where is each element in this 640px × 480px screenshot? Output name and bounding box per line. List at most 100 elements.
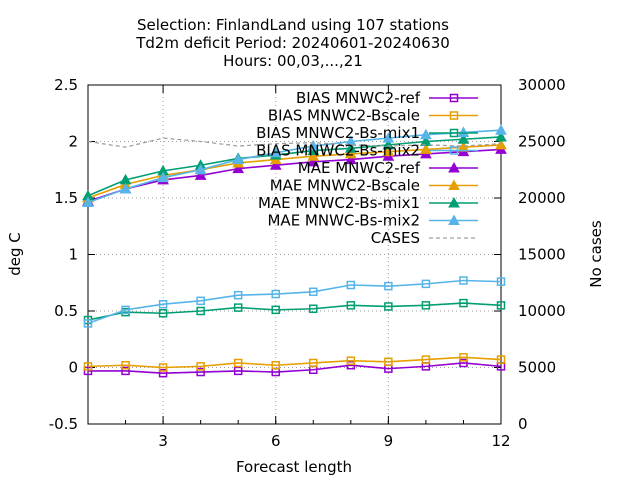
y-tick-label: 1.5 [54, 189, 78, 207]
data-point [83, 366, 93, 376]
data-point [121, 366, 130, 376]
legend-item-1: BIAS MNWC2-Bscale [268, 107, 478, 125]
legend-marker [449, 146, 459, 155]
y2-tick-label: 20000 [518, 189, 566, 207]
data-point [459, 353, 468, 362]
data-point [344, 147, 357, 159]
data-point [233, 358, 243, 368]
data-point [459, 358, 468, 368]
data-point [457, 133, 470, 144]
data-point [307, 150, 320, 161]
series-8 [87, 137, 502, 148]
series-line [87, 148, 502, 203]
legend-item-7: MAE MNWC-Bs-mix2 [267, 212, 478, 230]
data-point [344, 153, 357, 165]
legend-label: BIAS MNWC2-Bs-mix2 [256, 142, 420, 160]
data-point [346, 301, 356, 310]
series-line [87, 137, 502, 148]
legend-label: BIAS MNWC2-Bscale [268, 107, 420, 125]
y2-tick-label: 10000 [518, 302, 566, 320]
y-tick-label: 1 [68, 246, 78, 264]
data-point [346, 280, 356, 290]
series [82, 124, 507, 378]
legend-label: MAE MNWC2-ref [298, 159, 421, 177]
data-point [457, 126, 470, 137]
data-point [459, 298, 468, 308]
data-point [421, 355, 431, 364]
data-point [459, 276, 468, 285]
data-point [307, 139, 320, 151]
data-point [344, 135, 357, 146]
data-point [271, 289, 280, 299]
legend-item-6: MAE MNWC2-Bs-mix1 [258, 194, 478, 212]
x-tick-label: 3 [158, 432, 168, 450]
data-point [344, 142, 357, 153]
data-point [496, 277, 506, 286]
title-line-1: Selection: FinlandLand using 107 station… [137, 16, 449, 34]
series-0 [83, 358, 506, 378]
data-point [384, 281, 393, 291]
legend-label: BIAS MNWC2-Bs-mix1 [256, 124, 420, 142]
data-point [232, 162, 245, 174]
y-axis-label: deg C [6, 232, 24, 276]
y-tick-label: 0.5 [54, 302, 78, 320]
data-point [382, 132, 395, 143]
y2-tick-label: 5000 [518, 359, 556, 377]
data-point [83, 319, 93, 328]
title-line-2: Td2m deficit Period: 20240601-20240630 [135, 34, 450, 52]
series-line [87, 302, 502, 321]
data-point [194, 169, 207, 180]
series-line [87, 144, 502, 199]
x-axis-label: Forecast length [236, 458, 352, 476]
x-tick-label: 12 [491, 432, 510, 450]
legend-item-3: BIAS MNWC2-Bs-mix2 [256, 142, 478, 160]
data-point [309, 287, 318, 297]
data-point [346, 360, 356, 370]
y2-tick-label: 30000 [518, 76, 566, 94]
data-point [271, 305, 280, 315]
legend-label: CASES [371, 229, 420, 247]
data-point [495, 130, 507, 142]
data-point [233, 290, 243, 300]
series-1 [83, 353, 506, 372]
y2-tick-label: 25000 [518, 133, 566, 151]
legend-item-0: BIAS MNWC2-ref [296, 89, 478, 107]
data-point [269, 159, 282, 170]
data-point [158, 368, 168, 378]
data-point [496, 301, 506, 310]
series-2 [83, 298, 506, 325]
series-line [88, 362, 502, 374]
y2-tick-label: 0 [518, 415, 528, 433]
data-point [157, 171, 169, 183]
legend-marker [449, 111, 459, 120]
data-point [158, 363, 168, 372]
data-point [382, 138, 395, 150]
series-line [87, 136, 502, 197]
y-tick-label: 0 [68, 359, 78, 377]
y-tick-label: 2 [68, 133, 78, 151]
data-point [196, 306, 205, 316]
x-tick-label: 9 [384, 432, 394, 450]
data-point [196, 362, 205, 371]
data-point [196, 296, 205, 306]
legend-item-2: BIAS MNWC2-Bs-mix1 [256, 124, 478, 142]
data-point [232, 153, 245, 165]
data-point [194, 163, 207, 175]
data-point [420, 128, 432, 140]
data-point [119, 182, 132, 194]
data-point [233, 366, 243, 376]
data-point [233, 303, 243, 312]
data-point [158, 309, 168, 318]
data-point [121, 360, 130, 370]
series-7 [82, 124, 507, 208]
x-axis: 3 6 9 12 [87, 85, 511, 450]
legend-label: BIAS MNWC2-ref [296, 89, 421, 107]
legend-marker [449, 128, 459, 138]
data-point [384, 302, 393, 311]
data-point [420, 143, 432, 154]
data-point [269, 146, 282, 158]
data-point [83, 362, 93, 371]
data-point [196, 367, 205, 377]
series-3 [83, 276, 506, 328]
